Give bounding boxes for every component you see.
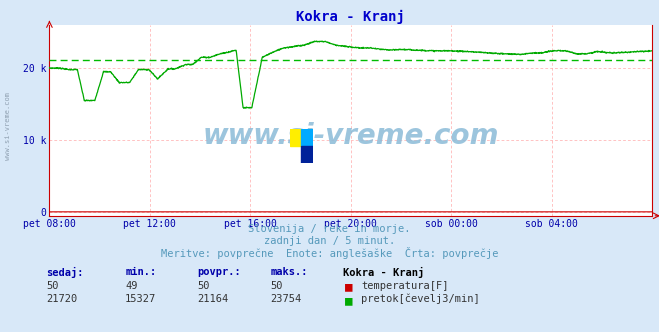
Text: 49: 49 [125, 281, 138, 290]
Text: pretok[čevelj3/min]: pretok[čevelj3/min] [361, 294, 480, 304]
Text: zadnji dan / 5 minut.: zadnji dan / 5 minut. [264, 236, 395, 246]
Text: 50: 50 [46, 281, 59, 290]
Bar [301, 129, 313, 146]
Text: temperatura[F]: temperatura[F] [361, 281, 449, 290]
Text: Kokra - Kranj: Kokra - Kranj [343, 267, 424, 278]
Text: Slovenija / reke in morje.: Slovenija / reke in morje. [248, 224, 411, 234]
Title: Kokra - Kranj: Kokra - Kranj [297, 10, 405, 24]
Text: 50: 50 [198, 281, 210, 290]
Text: povpr.:: povpr.: [198, 267, 241, 277]
Text: 23754: 23754 [270, 294, 301, 304]
Text: 21720: 21720 [46, 294, 77, 304]
Text: Meritve: povprečne  Enote: anglešaške  Črta: povprečje: Meritve: povprečne Enote: anglešaške Črt… [161, 247, 498, 259]
Text: ■: ■ [345, 294, 352, 307]
Bar [290, 129, 301, 146]
Text: 21164: 21164 [198, 294, 229, 304]
Text: 15327: 15327 [125, 294, 156, 304]
Text: sedaj:: sedaj: [46, 267, 84, 278]
Text: www.si-vreme.com: www.si-vreme.com [5, 92, 11, 160]
Text: 50: 50 [270, 281, 283, 290]
Text: www.si-vreme.com: www.si-vreme.com [203, 122, 499, 150]
Bar [301, 146, 313, 163]
Text: ■: ■ [345, 281, 352, 293]
Text: min.:: min.: [125, 267, 156, 277]
Text: maks.:: maks.: [270, 267, 308, 277]
